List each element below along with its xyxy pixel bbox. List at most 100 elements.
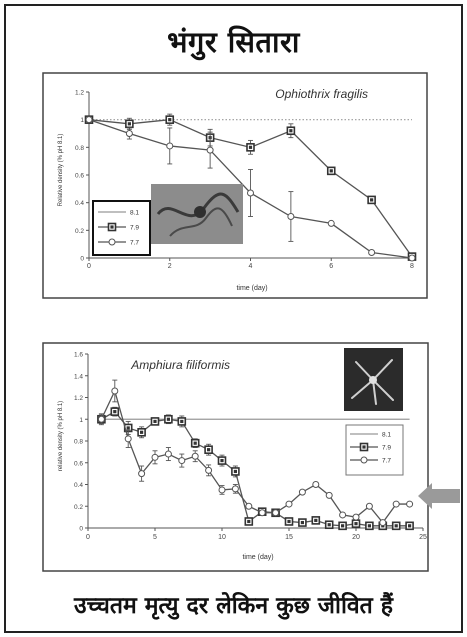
data-point-circle [231,485,239,493]
data-point-circle [339,511,347,519]
legend-marker-circle [360,456,368,464]
data-point-circle [166,142,174,150]
x-tick-label: 0 [86,534,90,541]
chart2-legend-box [345,424,404,476]
data-point-circle [205,466,213,474]
data-point-square-core [354,522,358,526]
data-point-circle [125,130,133,137]
y-tick-label: 0.4 [74,482,83,489]
data-point-circle [352,513,360,521]
data-point-circle [368,248,376,256]
legend-marker-square-core [362,445,366,449]
y-tick-label: 0.6 [74,460,83,467]
data-point-circle [218,486,226,494]
data-point-square-core [180,419,184,424]
legend-label: 7.7 [382,458,391,465]
data-point-circle [151,453,159,461]
chart2-title: Amphiura filiformis [130,358,230,372]
chart2-legend: 8.1 7.9 7.7 [345,424,404,476]
data-point-square-core [408,524,412,528]
chart2-ylabel: relative density (% pH 8.1) [58,401,64,471]
data-point-square-core [168,118,172,122]
chart1-legend: 8.1 7.9 7.7 [92,200,151,256]
y-tick-label: 0 [79,526,83,533]
y-tick-label: 0.8 [74,439,83,446]
y-tick-label: 0.6 [75,173,84,180]
data-point-circle [138,470,146,478]
data-point-square-core [166,417,170,421]
data-point-square-core [287,519,291,524]
data-point-circle [325,491,333,499]
y-tick-label: 0.8 [75,145,84,152]
data-point-circle [124,435,132,443]
chart2-xlabel: time (day) [242,554,273,561]
y-tick-label: 1 [80,117,84,124]
data-point-circle [285,500,293,508]
x-tick-label: 20 [352,534,360,541]
y-tick-label: 1.2 [75,90,84,97]
data-point-circle [408,254,416,262]
x-tick-label: 25 [419,534,427,541]
data-point-square-core [127,122,131,126]
data-point-circle [327,219,335,227]
x-tick-label: 15 [285,534,293,541]
data-point-square-core [394,524,398,528]
data-point-square-core [233,469,237,474]
x-tick-label: 10 [218,534,226,541]
y-tick-label: 0.2 [74,504,83,511]
data-point-square-core [329,169,333,173]
legend-label: 7.9 [130,225,139,232]
y-tick-label: 1.6 [74,352,83,359]
y-tick-label: 1.2 [74,395,83,402]
data-point-circle [287,213,295,220]
data-point-circle [258,509,266,517]
x-tick-label: 6 [329,263,333,270]
x-tick-label: 0 [87,263,91,270]
data-point-circle [245,502,253,510]
data-point-square-core [300,520,304,525]
data-point-circle [247,189,254,197]
data-point-circle [97,415,105,423]
data-point-square-core [289,129,293,133]
y-tick-label: 1 [79,417,83,424]
chart1-legend-box [92,200,151,256]
data-point-circle [111,387,119,395]
brittle-star-photo [151,184,243,244]
chart1-ylabel: Relative density (% pH 8.1) [58,134,64,207]
grey-arrow-pointer [418,483,460,509]
data-point-circle [191,452,199,460]
data-point-square-core [207,448,211,452]
data-point-square-core [247,519,251,524]
legend-label: 7.7 [130,240,139,247]
legend-label: 8.1 [130,210,139,217]
chart1-xlabel: time (day) [236,285,267,292]
x-tick-label: 8 [410,263,414,270]
data-point-circle [85,116,93,124]
y-tick-label: 0 [80,256,84,263]
data-point-square-core [248,145,253,149]
data-point-circle [164,450,172,458]
data-point-square-core [193,441,197,445]
data-point-square-core [220,458,224,463]
data-point-square-core [126,426,130,430]
data-point-circle [365,502,373,510]
legend-marker-circle [108,238,116,246]
x-tick-label: 5 [153,534,157,541]
x-tick-label: 4 [249,263,253,270]
legend-label: 7.9 [382,445,391,452]
brittle-star-silhouette [344,348,403,411]
slide-caption: उच्चतम मृत्यु दर लेकिन कुछ जीवित हैं [73,593,394,619]
legend-marker-square-core [110,225,114,229]
x-tick-label: 2 [168,263,172,270]
data-point-square-core [113,410,117,414]
data-point-square-core [153,419,157,424]
data-point-circle [406,500,414,508]
chart1-title: Ophiothrix fragilis [275,87,368,101]
data-point-square-core [327,523,331,527]
slide-title: भंगुर सितारा [167,25,300,59]
data-point-square-core [341,524,345,528]
data-point-circle [312,481,320,488]
data-point-circle [379,519,387,527]
